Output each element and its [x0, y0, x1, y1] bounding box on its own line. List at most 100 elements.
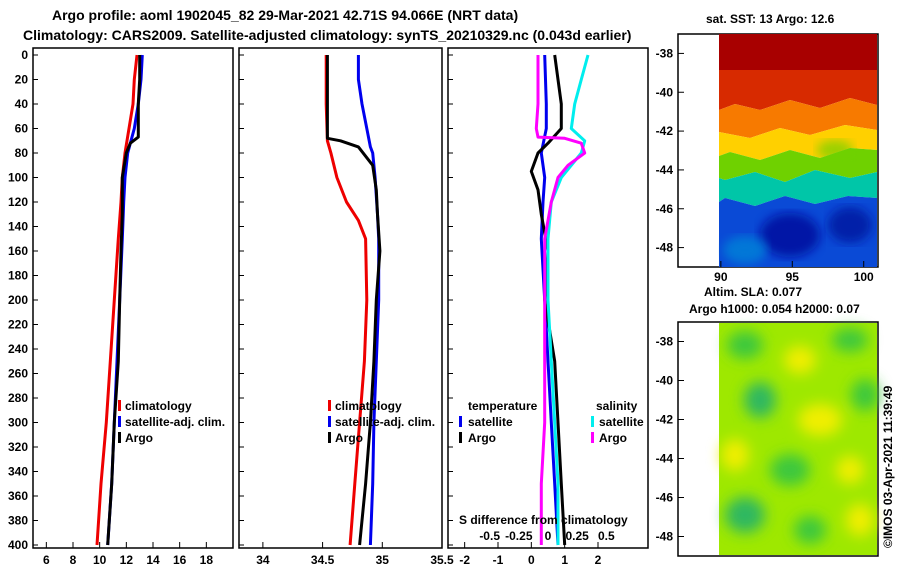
secondary-tick-label: 0	[545, 529, 552, 543]
lat-tick-label: -48	[656, 530, 674, 544]
depth-tick-label: 100	[8, 171, 28, 185]
secondary-tick-label: 0.5	[598, 529, 615, 543]
lat-tick-label: -44	[656, 452, 674, 466]
depth-tick-label: 320	[8, 440, 28, 454]
x-tick-label: 34	[256, 553, 270, 567]
series-line-salinity-argo	[534, 55, 587, 545]
depth-tick-label: 40	[15, 97, 29, 111]
secondary-tick-label: -0.25	[505, 529, 533, 543]
difference-legend: temperature satellite Argo salinity sate…	[459, 399, 644, 445]
sla-blob	[721, 439, 749, 471]
salinity-panel-frame	[238, 47, 443, 549]
legend-label-satellite: satellite-adj. clim.	[125, 415, 225, 429]
legend-label-satellite: satellite-adj. clim.	[335, 415, 435, 429]
x-tick-label: 35	[376, 553, 390, 567]
title-line-1: Argo profile: aoml 1902045_82 29-Mar-202…	[52, 7, 518, 23]
x-tick-label: 12	[120, 553, 134, 567]
temperature-legend: climatology satellite-adj. clim. Argo	[118, 399, 225, 445]
legend-title-salinity: salinity	[596, 399, 638, 413]
depth-tick-label: 20	[15, 73, 29, 87]
lat-tick-label: -48	[656, 241, 674, 255]
sla-blob	[832, 328, 868, 352]
legend-label-temp-argo: Argo	[468, 431, 496, 445]
series-line-climatology	[324, 55, 369, 546]
x-tick-label: 35.5	[430, 553, 454, 567]
temperature-lines	[95, 54, 144, 546]
depth-axis: 0 20 40 60 80 100 120 140 160 180 200 220 240 260 280 3…	[8, 48, 453, 552]
depth-tick-label: 400	[8, 538, 28, 552]
x-tick-label: 6	[43, 553, 50, 567]
x-tick-label: 0	[528, 553, 535, 567]
lat-tick-label: -42	[656, 124, 674, 138]
x-tick-label: 8	[70, 553, 77, 567]
sst-band	[719, 98, 877, 138]
sst-band	[719, 70, 877, 110]
temperature-x-axis: 6 8 10 12 14 16 18	[43, 542, 213, 567]
depth-tick-label: 300	[8, 416, 28, 430]
sla-blob	[846, 504, 874, 536]
legend-label-argo: Argo	[125, 431, 153, 445]
x-tick-label: 16	[173, 553, 187, 567]
legend-title-temperature: temperature	[468, 399, 538, 413]
sst-eddy	[817, 140, 853, 160]
sst-map-title: sat. SST: 13 Argo: 12.6	[706, 12, 835, 26]
sla-blob	[770, 454, 810, 486]
difference-lines	[529, 54, 590, 546]
legend-swatch-satellite	[328, 416, 331, 427]
sla-blob	[784, 346, 816, 374]
depth-tick-label: 220	[8, 318, 28, 332]
lon-tick-label: 100	[854, 270, 874, 284]
x-tick-label: 1	[561, 553, 568, 567]
depth-tick-label: 260	[8, 367, 28, 381]
legend-label-sal-satellite: satellite	[599, 415, 644, 429]
secondary-tick-label: -0.5	[479, 529, 500, 543]
depth-tick-label: 80	[15, 146, 29, 160]
lon-tick-label: 95	[786, 270, 800, 284]
lat-tick-label: -38	[656, 46, 674, 60]
secondary-tick-label: 0.25	[565, 529, 589, 543]
sla-heatmap	[719, 323, 879, 555]
sla-blob	[725, 497, 765, 533]
sla-map-title-2: Argo h1000: 0.054 h2000: 0.07	[689, 302, 860, 316]
sst-band	[719, 170, 877, 206]
legend-swatch-argo	[118, 432, 121, 443]
credit-text: ©IMOS 03-Apr-2021 11:39:49	[881, 385, 895, 548]
lat-tick-label: -42	[656, 413, 674, 427]
sst-eddy	[760, 213, 820, 257]
sst-map-axes: -38 -40 -42 -44 -46 -48 90 95 100	[656, 46, 874, 284]
lat-tick-label: -44	[656, 163, 674, 177]
x-tick-label: -1	[493, 553, 504, 567]
legend-swatch-satellite	[118, 416, 121, 427]
depth-tick-label: 280	[8, 391, 28, 405]
legend-label-climatology: climatology	[335, 399, 402, 413]
legend-swatch-sal-satellite	[591, 416, 594, 427]
depth-tick-label: 140	[8, 220, 28, 234]
sla-map-title-1: Altim. SLA: 0.077	[704, 285, 802, 299]
sla-blob	[798, 404, 842, 436]
salinity-x-axis: 34 34.5 35 35.5	[256, 542, 454, 567]
series-line-argo	[325, 55, 382, 546]
sla-map-axes: -38 -40 -42 -44 -46 -48	[656, 335, 684, 544]
legend-swatch-temp-satellite	[459, 416, 462, 427]
sla-blob	[794, 516, 826, 544]
title-line-2: Climatology: CARS2009. Satellite-adjuste…	[23, 27, 631, 43]
depth-tick-label: 120	[8, 195, 28, 209]
sla-blob	[727, 331, 763, 359]
sla-blob	[836, 456, 864, 484]
legend-label-temp-satellite: satellite	[468, 415, 513, 429]
depth-tick-label: 360	[8, 489, 28, 503]
s-difference-label: S difference from climatology	[459, 513, 628, 527]
salinity-legend: climatology satellite-adj. clim. Argo	[328, 399, 435, 445]
lat-tick-label: -38	[656, 335, 674, 349]
x-tick-label: 18	[200, 553, 214, 567]
series-line-temperature-argo	[529, 54, 567, 546]
sla-blob	[744, 382, 776, 418]
legend-swatch-climatology	[118, 400, 121, 411]
x-tick-label: 14	[146, 553, 160, 567]
series-line-salinity-satellite	[546, 54, 590, 545]
x-tick-label: 2	[595, 553, 602, 567]
x-tick-label: 34.5	[311, 553, 335, 567]
lat-tick-label: -46	[656, 202, 674, 216]
depth-tick-label: 340	[8, 465, 28, 479]
difference-x-axis: -2 -1 0 1 2	[459, 542, 602, 567]
